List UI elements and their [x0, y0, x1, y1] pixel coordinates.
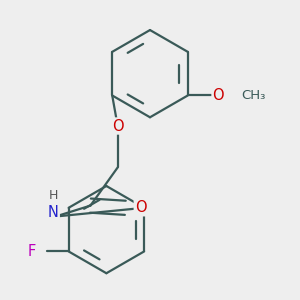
Text: O: O: [212, 88, 224, 103]
Text: O: O: [135, 200, 146, 215]
Text: CH₃: CH₃: [241, 89, 266, 102]
Text: N: N: [48, 205, 59, 220]
Text: O: O: [112, 118, 124, 134]
Text: F: F: [27, 244, 36, 259]
Text: H: H: [49, 189, 58, 202]
